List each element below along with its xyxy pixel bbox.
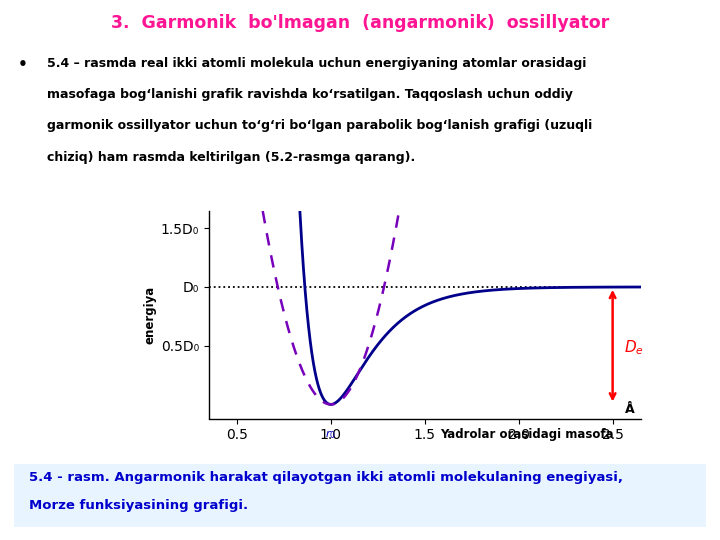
- Text: 5.4 – rasmda real ikki atomli molekula uchun energiyaning atomlar orasidagi: 5.4 – rasmda real ikki atomli molekula u…: [47, 57, 586, 70]
- Y-axis label: energiya: energiya: [144, 286, 157, 343]
- Text: masofaga bog‘lanishi grafik ravishda ko‘rsatilgan. Taqqoslash uchun oddiy: masofaga bog‘lanishi grafik ravishda ko‘…: [47, 88, 572, 101]
- Text: $D_e$: $D_e$: [624, 339, 644, 357]
- Text: Å: Å: [625, 403, 634, 416]
- Text: Yadrolar orasidagi masofa: Yadrolar orasidagi masofa: [440, 428, 613, 441]
- Text: 3.  Garmonik  bo'lmagan  (angarmonik)  ossillyator: 3. Garmonik bo'lmagan (angarmonik) ossil…: [111, 14, 609, 31]
- Text: $r_0$: $r_0$: [325, 428, 336, 441]
- Text: 5.4 - rasm. Angarmonik harakat qilayotgan ikki atomli molekulaning enegiyasi,: 5.4 - rasm. Angarmonik harakat qilayotga…: [29, 471, 623, 484]
- Text: •: •: [18, 57, 28, 72]
- Text: Morze funksiyasining grafigi.: Morze funksiyasining grafigi.: [29, 500, 248, 512]
- Text: garmonik ossillyator uchun to‘g‘ri bo‘lgan parabolik bog‘lanish grafigi (uzuqli: garmonik ossillyator uchun to‘g‘ri bo‘lg…: [47, 119, 592, 132]
- Text: chiziq) ham rasmda keltirilgan (5.2-rasmga qarang).: chiziq) ham rasmda keltirilgan (5.2-rasm…: [47, 151, 415, 164]
